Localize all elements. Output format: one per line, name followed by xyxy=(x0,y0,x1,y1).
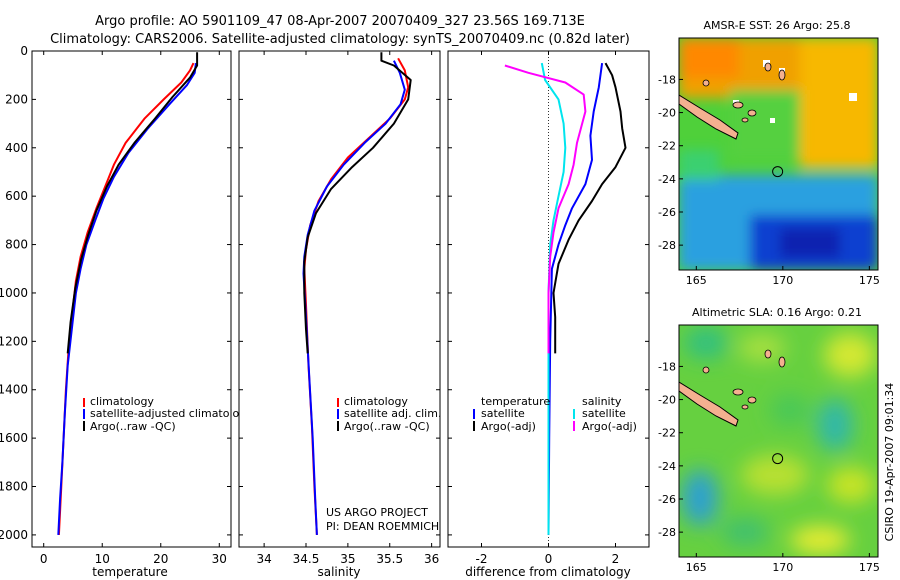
salinity-xlabel: salinity xyxy=(317,565,360,579)
x-tick-label: 30 xyxy=(212,552,227,566)
legend-label-satellite: satellite adj. clim. xyxy=(344,407,441,420)
argo-float-marker xyxy=(772,453,784,465)
sla-field xyxy=(679,325,878,557)
x-tick-label: 35 xyxy=(340,552,355,566)
y-tick-label: 2000 xyxy=(0,528,28,542)
map-x-tick-label: 175 xyxy=(859,561,880,574)
series-line-argo-raw-qc-000000 xyxy=(303,52,412,354)
temperature-legend: climatology satellite-adjusted climatolo… xyxy=(83,395,253,433)
series-line-argo-raw-qc-000000 xyxy=(66,52,199,354)
series-line-satellite-0000ff xyxy=(547,62,604,535)
y-tick-label: 1400 xyxy=(0,383,28,397)
series-line-argo-adj-000000 xyxy=(552,62,627,354)
legend-label-satellite-adjusted: satellite-adjusted climatology xyxy=(90,407,253,420)
figure-title-line2: Climatology: CARS2006. Satellite-adjuste… xyxy=(50,32,630,47)
new-caledonia-island xyxy=(679,381,739,427)
salinity-axes-box xyxy=(238,50,441,548)
x-tick-label: 10 xyxy=(95,552,110,566)
salinity-legend: climatology satellite adj. clim. Argo(..… xyxy=(337,395,441,433)
timestamp-credit: CSIRO 19-Apr-2007 09:01:34 xyxy=(883,383,896,542)
map-y-tick-label: -26 xyxy=(658,493,676,506)
map-y-tick-label: -18 xyxy=(658,73,676,86)
pi-credit: PI: DEAN ROEMMICH xyxy=(326,520,439,533)
difference-legend: temperature satellite Argo(-adj) salinit… xyxy=(473,395,637,433)
new-caledonia-island xyxy=(679,94,739,140)
sst-field xyxy=(679,38,878,270)
legend-label-sal-argo: Argo(-adj) xyxy=(582,420,637,433)
map-x-tick-label: 175 xyxy=(859,274,880,287)
sst-map-frame xyxy=(678,37,879,271)
temperature-axes-box xyxy=(31,50,232,548)
sst-map-title: AMSR-E SST: 26 Argo: 25.8 xyxy=(703,19,850,32)
series-line-satellite-adj-clim-0000ff xyxy=(302,60,406,535)
legend-label-temp-argo: Argo(-adj) xyxy=(481,420,536,433)
figure-title-line1: Argo profile: AO 5901109_47 08-Apr-2007 … xyxy=(95,14,585,29)
x-tick-label: -2 xyxy=(476,552,488,566)
y-tick-label: 1000 xyxy=(0,286,28,300)
map-x-tick-label: 165 xyxy=(686,561,707,574)
map-y-tick-label: -22 xyxy=(658,140,676,153)
map-y-tick-label: -26 xyxy=(658,206,676,219)
map-y-tick-label: -20 xyxy=(658,107,676,120)
map-y-tick-label: -20 xyxy=(658,394,676,407)
x-tick-label: 0 xyxy=(40,552,48,566)
map-y-tick-label: -22 xyxy=(658,427,676,440)
map-y-tick-label: -18 xyxy=(658,360,676,373)
y-tick-label: 1600 xyxy=(0,431,28,445)
y-tick-label: 0 xyxy=(20,44,28,58)
legend-label-climatology: climatology xyxy=(90,395,154,408)
legend-label-climatology: climatology xyxy=(344,395,408,408)
x-tick-label: 36 xyxy=(424,552,439,566)
x-tick-label: 20 xyxy=(153,552,168,566)
sla-map-panel: Altimetric SLA: 0.16 Argo: 0.21 xyxy=(658,306,880,574)
map-y-tick-label: -24 xyxy=(658,460,676,473)
sla-map-title: Altimetric SLA: 0.16 Argo: 0.21 xyxy=(692,306,862,319)
map-y-tick-label: -28 xyxy=(658,526,676,539)
map-y-tick-label: -28 xyxy=(658,239,676,252)
difference-profile-panel: -2 0 2 difference from climatology tempera… xyxy=(447,50,650,579)
y-tick-label: 1200 xyxy=(0,334,28,348)
map-x-tick-label: 165 xyxy=(686,274,707,287)
y-tick-label: 200 xyxy=(5,92,28,106)
x-tick-label: 34 xyxy=(256,552,271,566)
y-tick-label: 400 xyxy=(5,141,28,155)
y-tick-label: 800 xyxy=(5,238,28,252)
temperature-profile-panel: 0 10 20 30 0 200 400 600 800 1000 1200 1400 1600 1800… xyxy=(0,44,253,579)
legend-label-argo: Argo(..raw -QC) xyxy=(90,420,176,433)
temperature-xlabel: temperature xyxy=(92,565,167,579)
map-x-tick-label: 170 xyxy=(772,274,793,287)
x-tick-label: 2 xyxy=(612,552,620,566)
sla-map-frame xyxy=(678,324,879,558)
project-credit: US ARGO PROJECT xyxy=(326,506,428,519)
map-x-tick-label: 170 xyxy=(772,561,793,574)
difference-xlabel: difference from climatology xyxy=(465,565,631,579)
legend-label-sal-satellite: satellite xyxy=(582,407,626,420)
y-tick-label: 1800 xyxy=(0,480,28,494)
y-tick-label: 600 xyxy=(5,189,28,203)
series-line-argo-adj-ff00ff xyxy=(504,64,587,354)
x-tick-label: 34.5 xyxy=(293,552,320,566)
argo-float-marker xyxy=(772,166,784,178)
legend-title-temperature: temperature xyxy=(481,395,550,408)
legend-label-temp-satellite: satellite xyxy=(481,407,525,420)
loyalty-islands xyxy=(702,349,786,410)
legend-title-salinity: salinity xyxy=(582,395,622,408)
x-tick-label: 35.5 xyxy=(376,552,403,566)
salinity-profile-panel: 34 34.5 35 35.5 36 salinity climatology sate… xyxy=(238,50,441,579)
x-tick-label: 0 xyxy=(545,552,553,566)
map-y-tick-label: -24 xyxy=(658,173,676,186)
sst-map-panel: AMSR-E SST: 26 Argo: 25.8 xyxy=(658,19,880,287)
legend-label-argo: Argo(..raw -QC) xyxy=(344,420,430,433)
loyalty-islands xyxy=(702,62,786,123)
series-line-satellite-adjusted-climatology-0000ff xyxy=(57,62,197,535)
